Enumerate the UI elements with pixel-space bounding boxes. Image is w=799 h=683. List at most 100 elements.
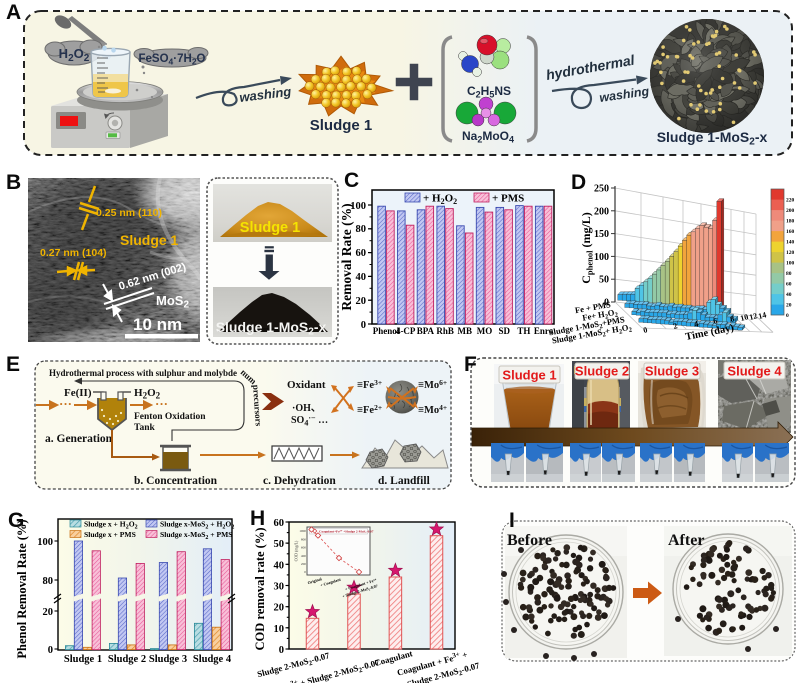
svg-text:Sludge 1: Sludge 1: [64, 654, 102, 665]
svg-text:Na2MoO4: Na2MoO4: [462, 129, 514, 145]
svg-text:Sludge 4: Sludge 4: [727, 364, 782, 379]
svg-text:Sludge 1: Sludge 1: [502, 368, 556, 383]
svg-text:200: 200: [301, 562, 306, 566]
svg-text:Phenol: Phenol: [373, 326, 400, 336]
svg-text:12: 12: [748, 311, 758, 322]
svg-text:SD: SD: [498, 326, 510, 336]
svg-text:Fenton Oxidation: Fenton Oxidation: [134, 412, 206, 422]
svg-text:Sludge 1-MoS2-x: Sludge 1-MoS2-x: [216, 319, 327, 338]
svg-text:100: 100: [786, 261, 795, 267]
svg-text:Sludge x-MoS2 + H2O2: Sludge x-MoS2 + H2O2: [160, 520, 234, 531]
svg-text:80: 80: [786, 271, 792, 277]
svg-text:100: 100: [594, 252, 609, 263]
svg-text:MO: MO: [477, 326, 493, 336]
svg-text:·OH、: ·OH、: [292, 403, 321, 414]
svg-text:10: 10: [274, 624, 285, 635]
svg-text:60: 60: [786, 282, 792, 288]
svg-text:20: 20: [786, 303, 792, 309]
svg-text:20: 20: [356, 296, 367, 307]
svg-text:+ PMS: + PMS: [492, 193, 524, 205]
svg-text:TH: TH: [517, 326, 530, 336]
svg-text:60: 60: [274, 518, 285, 529]
svg-text:4: 4: [693, 319, 699, 329]
svg-text:Sludge 1: Sludge 1: [240, 220, 300, 236]
svg-text:MB: MB: [458, 326, 473, 336]
svg-text:0.27 nm (104): 0.27 nm (104): [40, 247, 107, 259]
svg-text:Before: Before: [507, 532, 552, 549]
svg-text:200: 200: [786, 208, 795, 214]
svg-text:10 nm: 10 nm: [133, 315, 182, 334]
svg-text:+ H2O2: + H2O2: [423, 193, 457, 207]
svg-text:Sludge x + H2O2: Sludge x + H2O2: [84, 520, 138, 531]
svg-text:40: 40: [274, 560, 285, 571]
svg-text:washing: washing: [598, 84, 650, 105]
svg-text:0: 0: [361, 320, 366, 331]
svg-text:b. Concentration: b. Concentration: [134, 475, 218, 487]
svg-text:Sludge 1-MoS2-x: Sludge 1-MoS2-x: [657, 129, 768, 148]
svg-text:40: 40: [786, 292, 792, 298]
svg-text:20: 20: [274, 603, 285, 614]
svg-text:Sludge 1: Sludge 1: [310, 117, 373, 134]
svg-text:Sludge 2: Sludge 2: [575, 364, 629, 379]
svg-text:140: 140: [786, 240, 795, 246]
svg-text:0: 0: [786, 313, 789, 319]
svg-text:···: ···: [59, 396, 72, 411]
svg-text:C2H5NS: C2H5NS: [467, 84, 511, 100]
svg-text:60: 60: [356, 248, 367, 259]
svg-text:80: 80: [43, 576, 54, 587]
svg-text:Coagulant+Fe³⁺ +Sludge 2-MoS₂-: Coagulant+Fe³⁺ +Sludge 2-MoS₂-0.07: [319, 530, 374, 534]
svg-text:BPA: BPA: [417, 326, 435, 336]
svg-text:0: 0: [604, 298, 609, 309]
svg-text:50: 50: [599, 275, 609, 286]
svg-text:a. Generation: a. Generation: [45, 433, 113, 445]
svg-text:250: 250: [594, 184, 609, 195]
svg-text:80: 80: [356, 224, 367, 235]
svg-text:0: 0: [304, 570, 306, 574]
svg-text:600: 600: [301, 546, 306, 550]
svg-text:Removal Rate (%): Removal Rate (%): [339, 203, 354, 310]
svg-text:50: 50: [274, 539, 285, 550]
svg-text:d. Landfill: d. Landfill: [378, 475, 430, 487]
svg-text:After: After: [668, 532, 704, 549]
svg-text:8: 8: [729, 314, 735, 324]
svg-text:washing: washing: [239, 84, 293, 105]
svg-text:0: 0: [48, 645, 53, 656]
svg-text:20: 20: [43, 607, 54, 618]
svg-text:2: 2: [672, 321, 678, 331]
svg-text:COD (mg/L): COD (mg/L): [294, 540, 299, 561]
svg-text:4-CP: 4-CP: [396, 326, 416, 336]
svg-text:COD removal rate (%): COD removal rate (%): [253, 528, 267, 651]
svg-text:120: 120: [786, 250, 795, 256]
svg-text:Phenol Removal Rate (%): Phenol Removal Rate (%): [15, 519, 29, 658]
svg-text:Tank: Tank: [134, 423, 155, 433]
svg-text:30: 30: [274, 582, 285, 593]
svg-text:Sludge 1: Sludge 1: [120, 232, 179, 248]
svg-text:MoS2: MoS2: [156, 293, 189, 311]
svg-text:SO4·− …: SO4·− …: [291, 414, 328, 428]
svg-text:precursors: precursors: [251, 384, 264, 426]
svg-text:c. Dehydration: c. Dehydration: [263, 475, 336, 487]
svg-text:1000: 1000: [299, 529, 306, 533]
svg-text:···: ···: [155, 396, 168, 411]
svg-text:400: 400: [301, 554, 306, 558]
svg-text:Sludge x + PMS: Sludge x + PMS: [84, 530, 136, 539]
svg-text:Original: Original: [307, 576, 323, 585]
svg-text:40: 40: [356, 272, 367, 283]
svg-text:Sludge 2: Sludge 2: [108, 654, 146, 665]
svg-text:180: 180: [786, 219, 795, 225]
svg-text:10: 10: [739, 312, 749, 323]
svg-text:100: 100: [350, 201, 366, 212]
svg-text:+ Coagulant: + Coagulant: [320, 576, 342, 587]
svg-text:Oxidant: Oxidant: [287, 379, 326, 391]
svg-text:0: 0: [642, 325, 648, 335]
svg-text:6: 6: [712, 316, 718, 326]
svg-text:H2O2: H2O2: [59, 46, 90, 64]
svg-text:0.25 nm (110): 0.25 nm (110): [96, 207, 162, 219]
svg-text:150: 150: [594, 229, 609, 240]
svg-text:Fe(II): Fe(II): [64, 387, 92, 399]
svg-text:Sludge x-MoS2 + PMS: Sludge x-MoS2 + PMS: [160, 530, 233, 541]
svg-text:200: 200: [594, 206, 609, 217]
svg-text:100: 100: [37, 537, 53, 548]
svg-text:Cphenol (mg/L): Cphenol (mg/L): [579, 212, 595, 284]
svg-text:FeSO4·7H2O: FeSO4·7H2O: [139, 53, 206, 67]
